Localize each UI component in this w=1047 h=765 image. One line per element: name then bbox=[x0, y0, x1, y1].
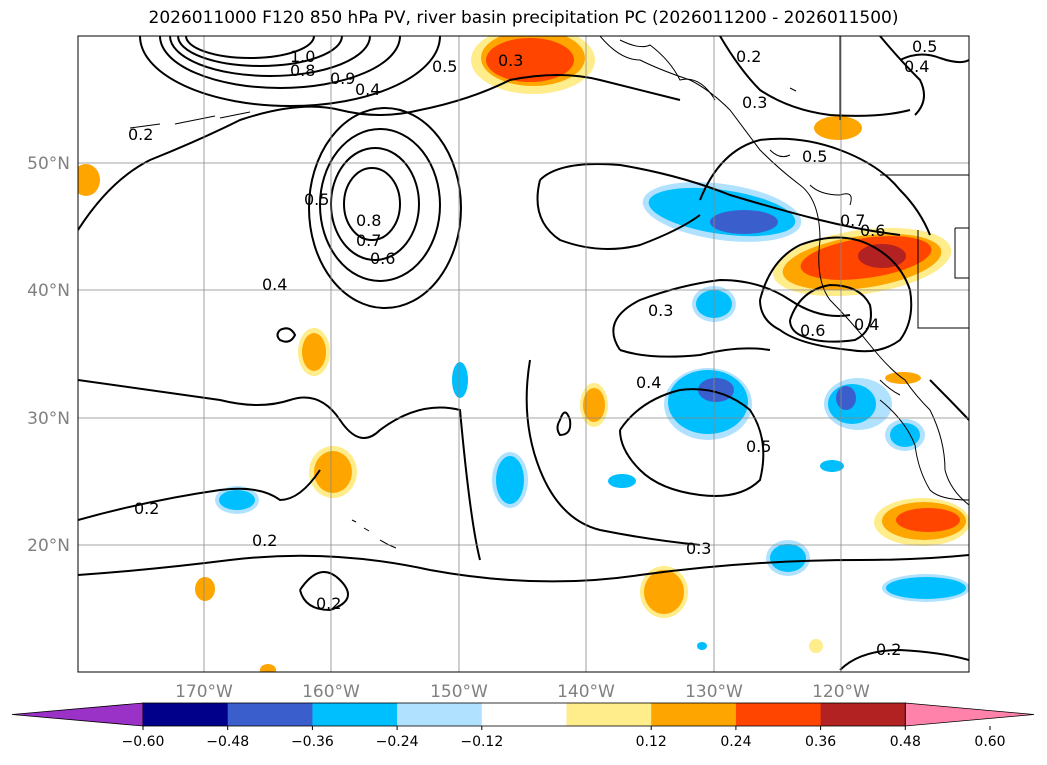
lon-label-160w: 160°W bbox=[302, 682, 360, 702]
colorbar-tick-label: −0.12 bbox=[460, 734, 503, 750]
map-plot-area: 1.0 0.8 0.9 0.5 0.4 0.3 0.2 0.5 0.4 0.2 … bbox=[78, 36, 969, 672]
contour-label: 1.0 bbox=[290, 47, 315, 66]
colorbar-frame bbox=[142, 702, 906, 727]
colorbar-cell bbox=[397, 703, 483, 726]
contour-label: 0.9 bbox=[330, 69, 355, 88]
contour-label: 0.5 bbox=[304, 190, 329, 209]
colorbar-tick-label: 0.36 bbox=[805, 734, 836, 750]
lon-label-130w: 130°W bbox=[685, 682, 743, 702]
contour-label: 0.2 bbox=[316, 594, 341, 613]
colorbar-tick-label: 0.12 bbox=[636, 734, 667, 750]
plot-frame bbox=[77, 35, 970, 673]
contour-labels: 1.0 0.8 0.9 0.5 0.4 0.3 0.2 0.5 0.4 0.2 … bbox=[128, 37, 937, 659]
colorbar-tick-labels: −0.60 −0.48 −0.36 −0.24 −0.12 0.12 0.24 0.36 0.4… bbox=[122, 734, 1006, 750]
lat-label-50n: 50°N bbox=[27, 154, 70, 174]
colorbar-cell bbox=[227, 703, 313, 726]
contour-label: 0.8 bbox=[356, 211, 381, 230]
contour-label: 0.5 bbox=[912, 37, 937, 56]
contour-label: 0.4 bbox=[904, 57, 929, 76]
colorbar-tick-label: −0.48 bbox=[206, 734, 249, 750]
contour-label: 0.4 bbox=[636, 373, 661, 392]
colorbar-tick-label: −0.24 bbox=[376, 734, 419, 750]
pv-contours bbox=[78, 36, 969, 671]
lat-label-40n: 40°N bbox=[27, 281, 70, 301]
contour-label: 0.6 bbox=[800, 321, 825, 340]
contour-label: 0.2 bbox=[128, 125, 153, 144]
colorbar-extend-min bbox=[11, 702, 144, 727]
lon-label-140w: 140°W bbox=[557, 682, 615, 702]
contour-label: 0.3 bbox=[686, 539, 711, 558]
lat-label-30n: 30°N bbox=[27, 409, 70, 429]
colorbar-cell bbox=[820, 703, 906, 726]
lat-label-20n: 20°N bbox=[27, 536, 70, 556]
map-title: 2026011000 F120 850 hPa PV, river basin … bbox=[148, 8, 899, 28]
precip-shading bbox=[78, 36, 969, 672]
contour-label: 0.2 bbox=[736, 47, 761, 66]
contour-label: 0.7 bbox=[840, 211, 865, 230]
lon-label-170w: 170°W bbox=[175, 682, 233, 702]
contour-label: 0.2 bbox=[252, 531, 277, 550]
colorbar: −0.60 −0.48 −0.36 −0.24 −0.12 0.12 0.24 0.36 0.4… bbox=[11, 702, 1035, 750]
contour-label: 0.8 bbox=[290, 61, 315, 80]
contour-label: 0.7 bbox=[356, 231, 381, 250]
colorbar-cell bbox=[481, 703, 567, 726]
colorbar-tick-label: −0.60 bbox=[122, 734, 165, 750]
contour-label: 0.3 bbox=[742, 93, 767, 112]
colorbar-cell bbox=[312, 703, 398, 726]
longitude-labels: 170°W 160°W 150°W 140°W 130°W 120°W bbox=[175, 682, 870, 702]
latitude-labels: 50°N 40°N 30°N 20°N bbox=[27, 154, 70, 556]
colorbar-tick-label: −0.36 bbox=[291, 734, 334, 750]
contour-label: 0.6 bbox=[860, 221, 885, 240]
contour-label: 0.3 bbox=[648, 301, 673, 320]
lon-label-150w: 150°W bbox=[430, 682, 488, 702]
colorbar-cell bbox=[735, 703, 822, 726]
contour-label: 0.4 bbox=[854, 315, 879, 334]
gridlines bbox=[78, 36, 969, 672]
colorbar-tick-label: 0.48 bbox=[890, 734, 921, 750]
colorbar-tick-label: 0.24 bbox=[720, 734, 751, 750]
colorbar-cells bbox=[11, 702, 1035, 727]
contour-label: 0.6 bbox=[370, 249, 395, 268]
contour-label: 0.3 bbox=[498, 51, 523, 70]
colorbar-extend-max bbox=[904, 702, 1035, 727]
colorbar-cell bbox=[566, 703, 652, 726]
contour-label: 0.2 bbox=[876, 640, 901, 659]
lon-label-120w: 120°W bbox=[812, 682, 870, 702]
colorbar-cell bbox=[651, 703, 737, 726]
contour-label: 0.5 bbox=[746, 437, 771, 456]
colorbar-tick-label: 0.60 bbox=[974, 734, 1005, 750]
contour-label: 0.4 bbox=[262, 275, 287, 294]
contour-label: 0.4 bbox=[355, 80, 380, 99]
contour-label: 0.2 bbox=[134, 499, 159, 518]
colorbar-cell bbox=[143, 703, 229, 726]
contour-label: 0.5 bbox=[802, 147, 827, 166]
colorbar-ticks bbox=[142, 726, 991, 730]
contour-label: 0.5 bbox=[432, 57, 457, 76]
